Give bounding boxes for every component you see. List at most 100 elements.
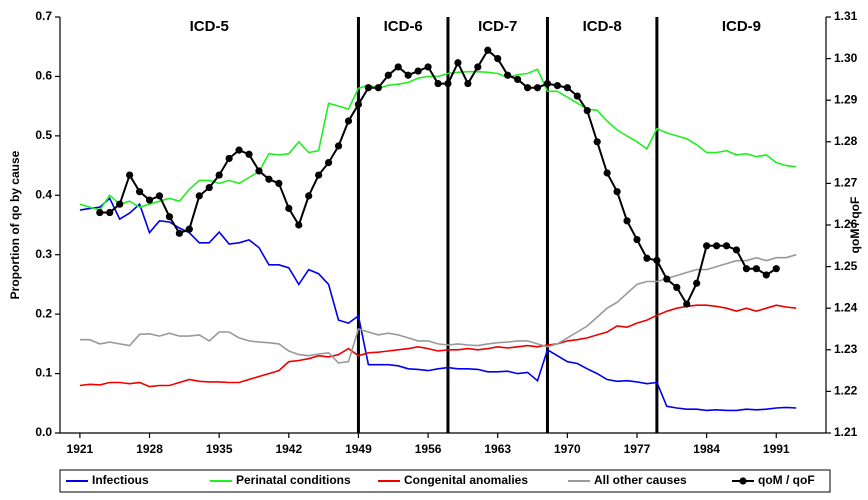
y2-tick-label: 1.29 — [834, 92, 858, 106]
series-marker — [135, 188, 144, 196]
series-marker — [175, 229, 183, 237]
series-marker — [185, 225, 193, 233]
series-marker — [215, 171, 223, 179]
revision-label: ICD-8 — [583, 18, 622, 35]
series-marker — [663, 275, 671, 283]
series-marker — [693, 279, 701, 287]
y-tick-label: 0.2 — [35, 306, 52, 320]
series-marker — [145, 196, 154, 204]
legend-box — [59, 469, 831, 493]
series-marker — [464, 79, 472, 88]
x-tick-label: 1977 — [624, 442, 651, 456]
series-marker — [195, 192, 203, 200]
x-tick-label: 1970 — [554, 442, 581, 456]
series-marker — [255, 167, 263, 175]
series-marker — [354, 100, 363, 108]
y-tick-label: 0.0 — [35, 425, 52, 439]
x-tick-label: 1935 — [206, 442, 233, 456]
x-tick-label: 1921 — [67, 442, 94, 456]
y2-axis-label: qoM / qoF — [848, 197, 862, 254]
series-marker — [454, 59, 462, 67]
series-marker — [305, 192, 313, 200]
series-marker — [245, 150, 253, 158]
series-marker — [772, 265, 780, 273]
series-marker — [344, 117, 353, 125]
y2-tick-label: 1.28 — [834, 134, 858, 148]
series-line — [79, 304, 797, 388]
series-marker — [643, 254, 651, 262]
legend-label: Congenital anomalies — [404, 473, 528, 487]
revision-label: ICD-5 — [190, 18, 229, 35]
series-marker — [374, 84, 382, 92]
series-marker — [165, 213, 174, 221]
series-marker — [474, 63, 482, 71]
series-marker — [444, 79, 452, 88]
y2-tick-label: 1.23 — [834, 342, 858, 356]
legend-label: Infectious — [92, 473, 149, 487]
series-marker — [116, 200, 124, 208]
series-marker — [673, 283, 681, 291]
series-line — [79, 68, 797, 212]
y2-tick-label: 1.25 — [834, 259, 858, 273]
series-marker — [523, 84, 532, 92]
series-line — [99, 48, 777, 307]
series-marker — [633, 235, 641, 244]
series-marker — [205, 183, 213, 192]
series-marker — [514, 75, 522, 83]
x-tick-label: 1963 — [484, 442, 511, 456]
series-marker — [106, 208, 114, 217]
series-marker — [126, 171, 134, 179]
revision-label: ICD-6 — [384, 18, 423, 35]
series-marker — [324, 159, 333, 167]
series-marker — [235, 146, 243, 154]
series-marker — [484, 46, 492, 54]
legend-label: Perinatal conditions — [236, 473, 351, 487]
series-marker — [583, 107, 591, 115]
series-marker — [494, 55, 502, 63]
series-marker — [96, 208, 104, 217]
y-tick-label: 0.6 — [35, 69, 52, 83]
series-marker — [285, 204, 293, 212]
series-marker — [424, 63, 432, 71]
x-tick-label: 1956 — [415, 442, 442, 456]
series-marker — [722, 242, 731, 250]
series-marker — [553, 82, 562, 90]
x-tick-label: 1928 — [136, 442, 163, 456]
y-tick-label: 0.4 — [35, 187, 52, 201]
series-marker — [653, 256, 661, 264]
series-marker — [573, 92, 581, 100]
series-marker — [315, 171, 323, 179]
x-tick-label: 1949 — [345, 442, 372, 456]
series-marker — [593, 138, 601, 146]
legend-marker — [739, 477, 747, 485]
y2-tick-label: 1.21 — [834, 425, 858, 439]
series-line — [79, 253, 797, 364]
series-marker — [404, 71, 412, 79]
series-marker — [533, 84, 542, 92]
series-marker — [603, 169, 611, 177]
series-marker — [563, 84, 571, 92]
series-marker — [683, 300, 691, 308]
series-marker — [762, 271, 770, 279]
series-marker — [384, 71, 392, 79]
series-marker — [275, 179, 283, 187]
y2-tick-label: 1.24 — [834, 300, 858, 314]
series-marker — [613, 188, 621, 196]
series-marker — [225, 154, 233, 163]
series-marker — [543, 79, 552, 88]
y2-tick-label: 1.26 — [834, 217, 858, 231]
x-tick-label: 1942 — [275, 442, 302, 456]
series-marker — [434, 79, 442, 88]
series-marker — [265, 175, 273, 183]
series-marker — [703, 242, 711, 250]
legend-label: qoM / qoF — [758, 473, 815, 487]
revision-label: ICD-9 — [722, 18, 761, 35]
series-marker — [504, 71, 512, 79]
series-marker — [414, 67, 422, 75]
series-marker — [623, 217, 631, 225]
series-line — [79, 196, 797, 412]
series-marker — [334, 142, 343, 150]
y2-tick-label: 1.22 — [834, 384, 858, 398]
